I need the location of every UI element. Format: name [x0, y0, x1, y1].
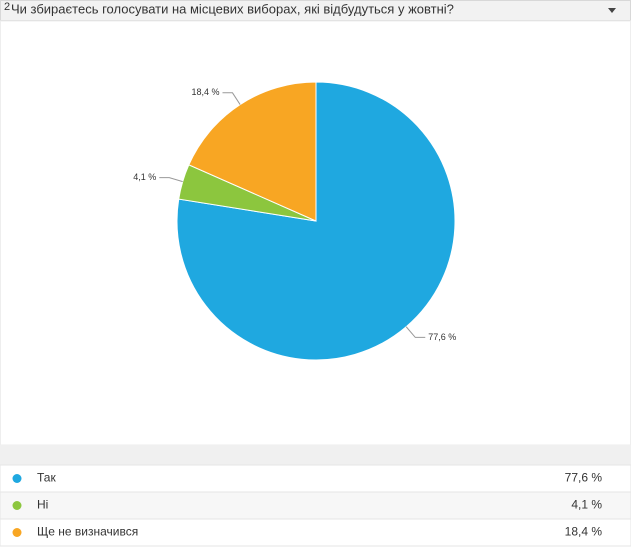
slice-label: 18,4 % [191, 87, 219, 97]
legend-row [0, 518, 631, 547]
leader-line [159, 177, 183, 183]
slice-label: 4,1 % [133, 172, 156, 182]
separator [0, 445, 631, 465]
pie: 77,6 % 4,1 % 18,4 % [133, 81, 456, 361]
legend-marker [12, 474, 22, 483]
legend-row [0, 491, 631, 520]
legend-value: 4,1 % [571, 498, 602, 512]
pie-slice [188, 81, 317, 222]
legend-label: Так [37, 471, 56, 485]
legend-value: 18,4 % [565, 525, 603, 539]
leader-line [405, 326, 426, 338]
legend-label: Ні [37, 498, 48, 512]
question-number: 2 [4, 1, 10, 13]
legend-table: Так 77,6 % Ні 4,1 % Ще не визначився 18,4 % [0, 464, 631, 547]
chart-title: Чи збираєтесь голосувати на місцевих виб… [11, 1, 454, 16]
pie-slice [176, 81, 456, 361]
legend-value: 77,6 % [565, 471, 603, 485]
slice-label: 77,6 % [428, 332, 456, 342]
legend-marker [12, 501, 22, 510]
legend-label: Ще не визначився [37, 525, 138, 539]
dropdown-arrow[interactable] [608, 8, 616, 13]
legend-marker [12, 528, 22, 537]
leader-line [222, 92, 241, 105]
legend-row [0, 464, 631, 493]
